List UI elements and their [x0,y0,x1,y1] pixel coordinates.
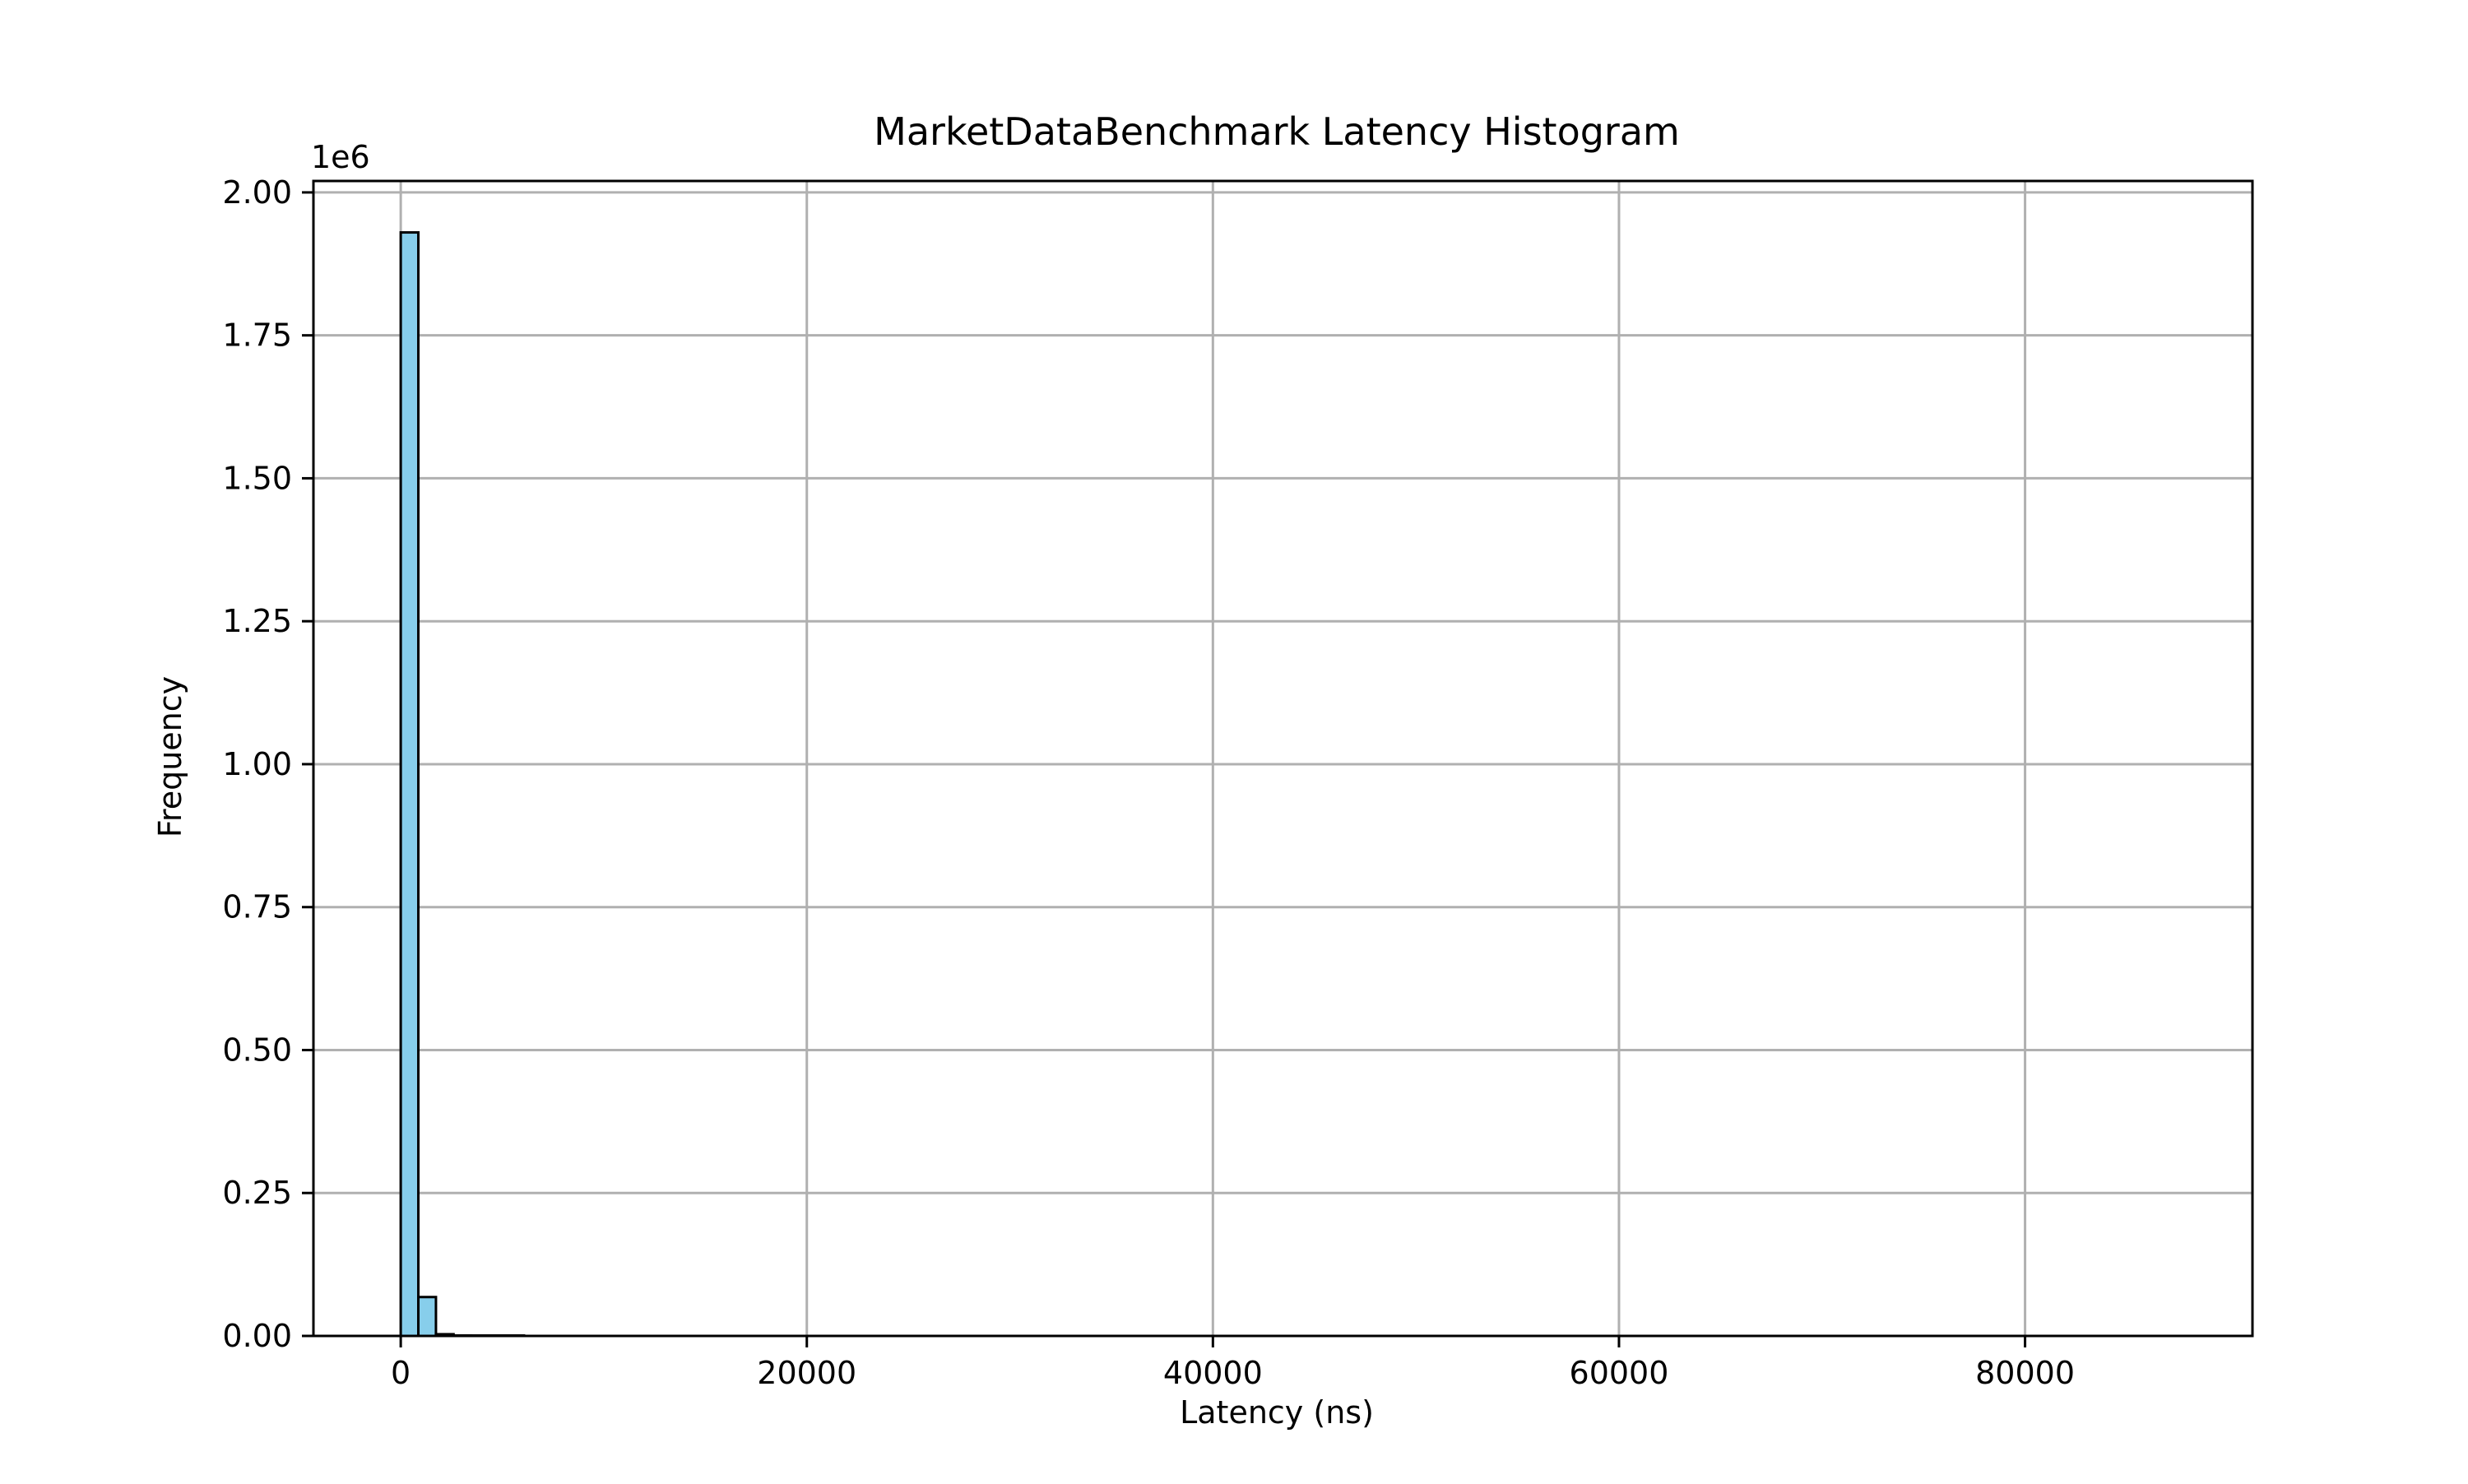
plot-frame [312,179,2254,1338]
y-tick-label: 0.00 [222,1318,292,1354]
y-tick-label: 1.00 [222,746,292,782]
x-tick-label: 60000 [1570,1355,1669,1391]
x-tick-label: 20000 [757,1355,856,1391]
y-tick-label: 1.25 [222,603,292,639]
chart-title: MarketDataBenchmark Latency Histogram [874,109,1680,154]
y-tick-label: 1.50 [222,460,292,496]
y-tick-label: 1.75 [222,318,292,354]
y-tick-label: 0.75 [222,889,292,925]
y-axis-label: Frequency [152,676,188,837]
tick-labels: 0 20000 40000 60000 80000 0.00 0.25 0.50 0.75 1.0… [222,174,2075,1391]
axes [302,179,2254,1347]
y-axis-offset-text: 1e6 [311,139,370,175]
x-tick-label: 40000 [1163,1355,1263,1391]
y-tick-label: 2.00 [222,174,292,211]
histogram-bar [399,231,420,1338]
x-axis-label: Latency (ns) [1180,1394,1374,1431]
y-tick-label: 0.50 [222,1032,292,1068]
histogram-bar [417,1296,438,1338]
x-tick-label: 80000 [1975,1355,2075,1391]
x-tick-label: 0 [391,1355,411,1391]
y-tick-label: 0.25 [222,1175,292,1211]
